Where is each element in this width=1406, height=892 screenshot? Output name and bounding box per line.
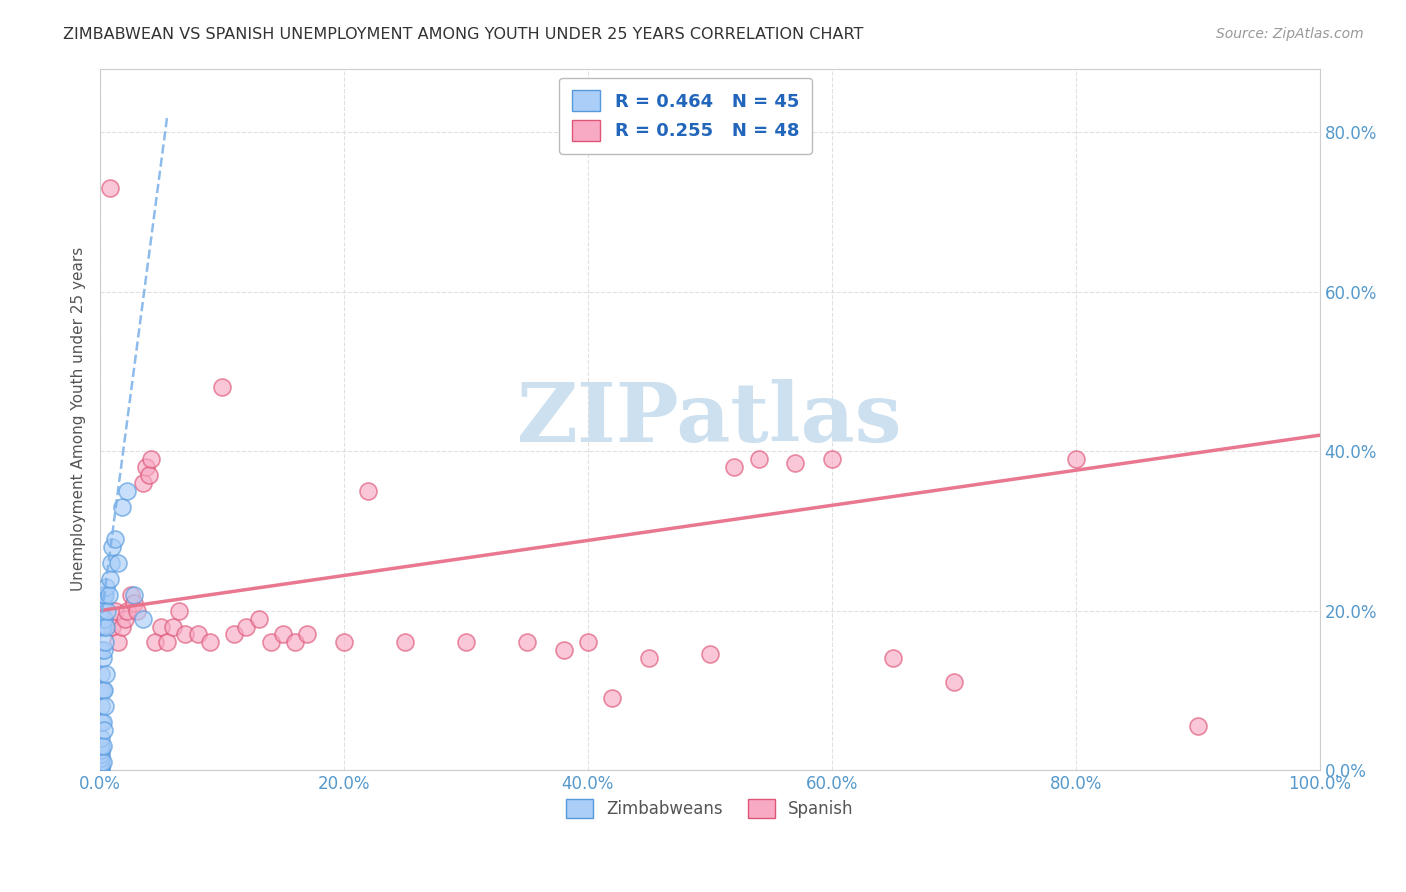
- Point: [96, 603, 118, 617]
- Point: [785, 456, 807, 470]
- Point: [90, 699, 112, 714]
- Point: [1187, 719, 1209, 733]
- Point: [135, 460, 157, 475]
- Point: [94, 699, 117, 714]
- Point: [93, 723, 115, 738]
- Point: [115, 603, 138, 617]
- Point: [143, 635, 166, 649]
- Point: [93, 588, 115, 602]
- Point: [97, 588, 120, 602]
- Point: [90, 751, 112, 765]
- Point: [882, 651, 904, 665]
- Point: [90, 747, 112, 761]
- Point: [90, 755, 112, 769]
- Point: [284, 635, 307, 649]
- Point: [114, 611, 136, 625]
- Point: [125, 603, 148, 617]
- Legend: Zimbabweans, Spanish: Zimbabweans, Spanish: [560, 792, 860, 825]
- Point: [297, 627, 319, 641]
- Text: Source: ZipAtlas.com: Source: ZipAtlas.com: [1216, 27, 1364, 41]
- Point: [98, 572, 121, 586]
- Point: [169, 603, 191, 617]
- Point: [138, 468, 160, 483]
- Point: [394, 635, 416, 649]
- Point: [111, 619, 134, 633]
- Point: [576, 635, 599, 649]
- Point: [454, 635, 477, 649]
- Point: [141, 452, 163, 467]
- Point: [115, 483, 138, 498]
- Point: [162, 619, 184, 633]
- Point: [699, 648, 721, 662]
- Point: [235, 619, 257, 633]
- Text: ZIMBABWEAN VS SPANISH UNEMPLOYMENT AMONG YOUTH UNDER 25 YEARS CORRELATION CHART: ZIMBABWEAN VS SPANISH UNEMPLOYMENT AMONG…: [63, 27, 863, 42]
- Point: [91, 715, 114, 730]
- Point: [357, 483, 380, 498]
- Point: [90, 683, 112, 698]
- Point: [90, 761, 112, 775]
- Point: [90, 743, 112, 757]
- Point: [90, 758, 112, 772]
- Point: [93, 683, 115, 698]
- Point: [91, 739, 114, 753]
- Point: [553, 643, 575, 657]
- Point: [98, 181, 121, 195]
- Point: [91, 683, 114, 698]
- Point: [132, 476, 155, 491]
- Point: [101, 619, 124, 633]
- Point: [723, 460, 745, 475]
- Point: [247, 611, 270, 625]
- Point: [94, 588, 117, 602]
- Point: [96, 580, 118, 594]
- Point: [91, 755, 114, 769]
- Point: [90, 603, 112, 617]
- Point: [150, 619, 173, 633]
- Point: [91, 619, 114, 633]
- Point: [1064, 452, 1087, 467]
- Point: [271, 627, 294, 641]
- Point: [107, 635, 129, 649]
- Point: [91, 596, 114, 610]
- Point: [90, 762, 112, 776]
- Point: [224, 627, 246, 641]
- Point: [96, 619, 118, 633]
- Point: [101, 540, 124, 554]
- Point: [91, 651, 114, 665]
- Point: [94, 635, 117, 649]
- Point: [600, 691, 623, 706]
- Point: [124, 588, 146, 602]
- Point: [516, 635, 538, 649]
- Point: [187, 627, 209, 641]
- Point: [90, 731, 112, 745]
- Point: [198, 635, 221, 649]
- Point: [111, 500, 134, 514]
- Point: [333, 635, 356, 649]
- Point: [100, 556, 122, 570]
- Point: [96, 667, 118, 681]
- Point: [90, 739, 112, 753]
- Point: [260, 635, 283, 649]
- Point: [93, 611, 115, 625]
- Point: [132, 611, 155, 625]
- Point: [942, 675, 965, 690]
- Point: [174, 627, 197, 641]
- Point: [120, 588, 142, 602]
- Point: [90, 715, 112, 730]
- Y-axis label: Unemployment Among Youth under 25 years: Unemployment Among Youth under 25 years: [72, 247, 86, 591]
- Point: [748, 452, 770, 467]
- Point: [156, 635, 179, 649]
- Point: [107, 556, 129, 570]
- Point: [124, 596, 146, 610]
- Point: [104, 532, 127, 546]
- Point: [211, 380, 233, 394]
- Point: [90, 667, 112, 681]
- Point: [104, 603, 127, 617]
- Point: [90, 643, 112, 657]
- Point: [90, 619, 112, 633]
- Text: ZIPatlas: ZIPatlas: [517, 379, 903, 459]
- Point: [93, 643, 115, 657]
- Point: [821, 452, 844, 467]
- Point: [638, 651, 661, 665]
